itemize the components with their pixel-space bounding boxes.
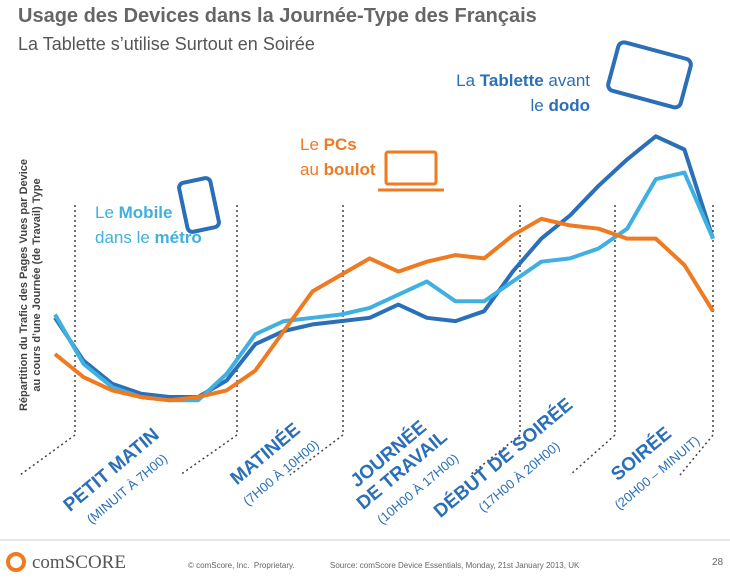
callout: dans le métro — [95, 228, 202, 247]
laptop-icon — [384, 150, 438, 186]
callout: Le Mobile — [95, 203, 172, 222]
callout: Le PCs — [300, 135, 357, 154]
callout-text: boulot — [324, 160, 376, 179]
callout-text: La — [456, 71, 480, 90]
divider — [179, 205, 238, 476]
logo-mark — [6, 552, 26, 572]
divider — [469, 205, 521, 476]
callout-text: au — [300, 160, 324, 179]
callout-text: métro — [155, 228, 202, 247]
divider — [679, 205, 714, 476]
tablet-icon — [606, 40, 693, 110]
period-dividers — [19, 205, 714, 476]
series-name: Tablette — [480, 71, 544, 90]
logo: comSCORE — [32, 552, 126, 573]
copyright: © comScore, Inc. Proprietary. — [188, 561, 295, 570]
divider — [289, 205, 344, 476]
series-name: Mobile — [119, 203, 173, 222]
callout-text: dans le — [95, 228, 155, 247]
callout: au boulot — [300, 160, 376, 179]
callout-text: Le — [95, 203, 119, 222]
callout: le dodo — [530, 96, 590, 115]
callout: La Tablette avant — [456, 71, 590, 90]
y-axis-label: Répartition du Trafic des Pages Vues par… — [18, 159, 43, 411]
callout-text: avant — [544, 71, 591, 90]
icons — [177, 40, 693, 234]
chart-subtitle: La Tablette s’utilise Surtout en Soirée — [18, 34, 315, 54]
series-line — [53, 216, 715, 403]
page-number: 28 — [712, 557, 724, 568]
divider — [19, 205, 76, 476]
chart-title: Usage des Devices dans la Journée-Type d… — [18, 5, 537, 27]
y-label-line: Répartition du Trafic des Pages Vues par… — [18, 159, 30, 411]
divider — [569, 205, 616, 476]
source: Source: comScore Device Essentials, Mond… — [330, 561, 580, 570]
series-name: PCs — [324, 135, 357, 154]
period-label: SOIRÉE(20H00 – MINUIT) — [607, 422, 703, 512]
callout-text: Le — [300, 135, 324, 154]
callout-text: le — [530, 96, 548, 115]
series-line — [53, 134, 715, 399]
y-label-line: au cours d’une Journée (de Travail) Type — [31, 178, 43, 391]
period-label: PETIT MATIN(MINUIT À 7H00) — [60, 424, 171, 526]
phone-icon — [177, 176, 221, 234]
callout-text: dodo — [548, 96, 590, 115]
